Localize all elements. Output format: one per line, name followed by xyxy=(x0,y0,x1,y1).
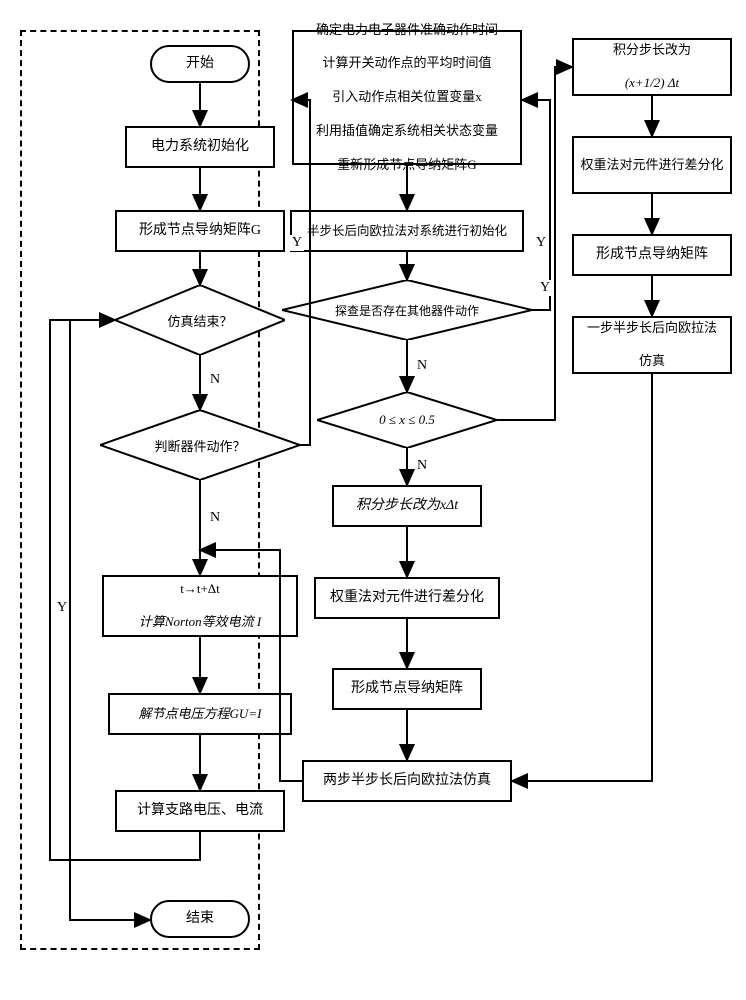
d-range-label: 0 ≤ x ≤ 0.5 xyxy=(379,412,435,428)
p-weight2-label: 权重法对元件进行差分化 xyxy=(330,589,484,607)
sx12-l0: 积分步长改为 xyxy=(613,42,691,59)
p-init: 电力系统初始化 xyxy=(125,126,275,168)
p-solve-label: 解节点电压方程GU=I xyxy=(139,706,262,723)
p-calcI-lines: t→t+Δt 计算Norton等效电流 I xyxy=(139,564,261,648)
p-formG2: 形成节点导纳矩阵 xyxy=(332,668,482,710)
p-stepX: 积分步长改为xΔt xyxy=(332,485,482,527)
p-formG3-label: 形成节点导纳矩阵 xyxy=(596,246,708,264)
p-formG2-label: 形成节点导纳矩阵 xyxy=(351,680,463,698)
bb-l1: 计算开关动作点的平均时间值 xyxy=(316,55,498,72)
p-bigbox: 确定电力电子器件准确动作时间 计算开关动作点的平均时间值 引入动作点相关位置变量… xyxy=(292,30,522,165)
oh-l1: 仿真 xyxy=(587,353,717,370)
lbl-device-Y: Y xyxy=(290,235,304,251)
bb-l2: 引入动作点相关位置变量x xyxy=(316,89,498,106)
lbl-other-Y: Y xyxy=(534,235,548,251)
bb-l3: 利用插值确定系统相关状态变量 xyxy=(316,123,498,140)
oh-l0: 一步半步长后向欧拉法 xyxy=(587,320,717,337)
bb-l2s: 引入动作点相关位置变量x xyxy=(332,89,482,104)
p-weight2: 权重法对元件进行差分化 xyxy=(314,577,500,619)
d-device-label: 判断器件动作？ xyxy=(154,436,245,455)
p-formG1: 形成节点导纳矩阵G xyxy=(115,210,285,252)
p-bigbox-lines: 确定电力电子器件准确动作时间 计算开关动作点的平均时间值 引入动作点相关位置变量… xyxy=(316,5,498,191)
d-other-label: 探查是否存在其他器件动作 xyxy=(335,302,479,319)
p-halfEuler-label: 半步长后向欧拉法对系统进行初始化 xyxy=(307,223,507,239)
lbl-simEnd-N: N xyxy=(208,372,222,388)
p-weight3: 权重法对元件进行差分化 xyxy=(572,136,732,194)
p-calcI-l1: t→t+Δt xyxy=(139,581,261,598)
p-calcI: t→t+Δt 计算Norton等效电流 I xyxy=(102,575,298,637)
p-stepX12: 积分步长改为 (x+1/2) Δt xyxy=(572,38,732,96)
lbl-range-Y: Y xyxy=(538,280,552,296)
lbl-range-N: N xyxy=(415,458,429,474)
lbl-device-N: N xyxy=(208,510,222,526)
p-halfEuler: 半步长后向欧拉法对系统进行初始化 xyxy=(290,210,524,252)
p-calcI-l2: 计算Norton等效电流 I xyxy=(139,614,261,631)
lbl-simEnd-Y: Y xyxy=(55,600,69,616)
p-oneHalf: 一步半步长后向欧拉法 仿真 xyxy=(572,316,732,374)
p-solve: 解节点电压方程GU=I xyxy=(108,693,292,735)
end-node: 结束 xyxy=(150,900,250,938)
end-label: 结束 xyxy=(186,910,214,928)
start-label: 开始 xyxy=(186,55,214,73)
p-twoStep-label: 两步半步长后向欧拉法仿真 xyxy=(323,772,491,790)
p-weight3-label: 权重法对元件进行差分化 xyxy=(580,157,723,174)
p-formG3: 形成节点导纳矩阵 xyxy=(572,234,732,276)
lbl-other-N: N xyxy=(415,358,429,374)
sx12-l1: (x+1/2) Δt xyxy=(613,75,691,92)
bb-l4: 重新形成节点导纳矩阵G xyxy=(316,157,498,174)
start-node: 开始 xyxy=(150,45,250,83)
p-branch-label: 计算支路电压、电流 xyxy=(137,802,263,820)
bb-l0: 确定电力电子器件准确动作时间 xyxy=(316,22,498,39)
p-twoStep: 两步半步长后向欧拉法仿真 xyxy=(302,760,512,802)
p-init-label: 电力系统初始化 xyxy=(151,138,249,156)
p-stepX-label: 积分步长改为xΔt xyxy=(356,497,458,515)
p-formG1-label: 形成节点导纳矩阵G xyxy=(139,222,261,240)
d-simEnd-label: 仿真结束？ xyxy=(167,311,232,330)
p-oneHalf-lines: 一步半步长后向欧拉法 仿真 xyxy=(587,303,717,387)
p-stepX12-lines: 积分步长改为 (x+1/2) Δt xyxy=(613,25,691,109)
p-branch: 计算支路电压、电流 xyxy=(115,790,285,832)
